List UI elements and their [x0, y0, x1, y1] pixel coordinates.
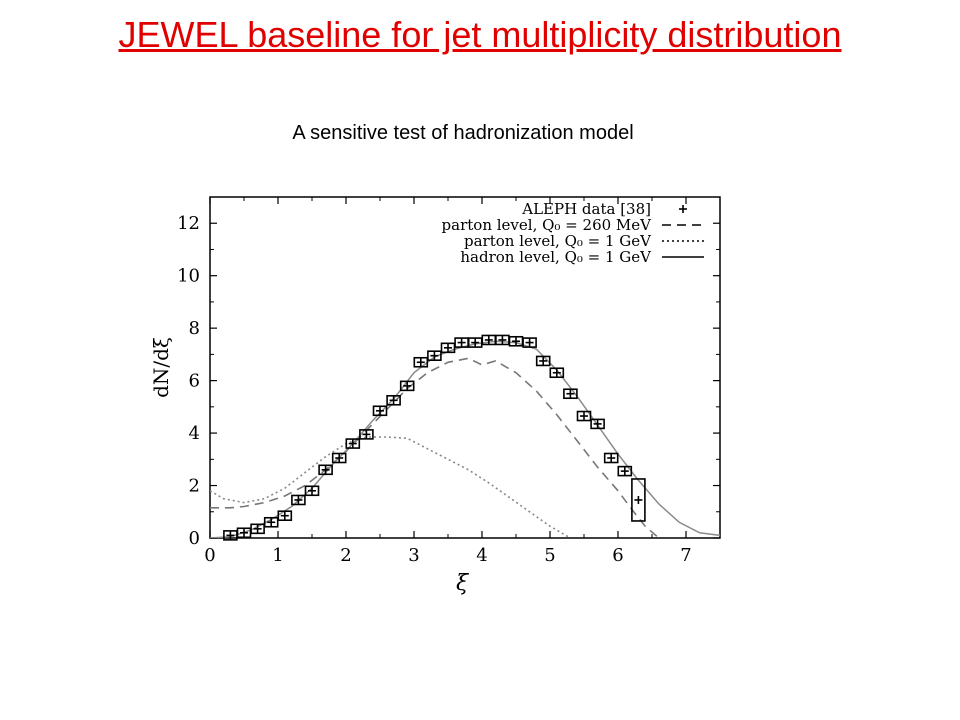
- x-axis-label: ξ: [456, 571, 470, 596]
- data-point: [427, 350, 442, 361]
- legend-label: parton level, Q₀ = 1 GeV: [464, 232, 652, 250]
- y-axis-label: dN/dξ: [149, 337, 173, 398]
- data-point-error-box: [563, 388, 578, 400]
- y-tick-label: 0: [189, 528, 200, 549]
- data-point-error-box: [331, 452, 347, 464]
- data-point-error-box: [631, 478, 646, 522]
- data-point-error-box: [413, 356, 429, 368]
- data-point: [617, 465, 633, 477]
- data-point-error-box: [318, 464, 333, 476]
- data-point-error-box: [535, 355, 551, 367]
- series-line-dotted: [210, 436, 571, 538]
- series-line-solid: [210, 340, 720, 538]
- data-point-error-box: [427, 350, 442, 361]
- data-point: [576, 410, 592, 422]
- data-point: [291, 494, 306, 506]
- slide-subtitle: A sensitive test of hadronization model: [292, 122, 634, 144]
- data-point-error-box: [372, 405, 388, 417]
- data-point-error-box: [386, 394, 401, 406]
- x-tick-label: 3: [408, 545, 419, 566]
- data-point-error-box: [399, 380, 415, 392]
- data-point-error-box: [549, 367, 565, 379]
- data-point: [372, 405, 388, 417]
- y-tick-label: 12: [177, 213, 200, 234]
- data-point-error-box: [277, 510, 293, 522]
- data-point: [263, 516, 279, 528]
- data-point-error-box: [590, 418, 605, 430]
- data-point: [522, 337, 537, 348]
- data-point: [250, 523, 265, 535]
- y-tick-label: 10: [177, 266, 200, 287]
- x-tick-label: 6: [612, 545, 623, 566]
- x-tick-label: 1: [272, 545, 283, 566]
- data-point: [345, 438, 361, 449]
- data-point: [603, 452, 619, 464]
- data-point-error-box: [291, 494, 306, 506]
- x-tick-label: 2: [340, 545, 351, 566]
- data-point-error-box: [617, 465, 633, 477]
- data-point: [535, 355, 551, 367]
- legend-label: parton level, Q₀ = 260 MeV: [442, 216, 653, 234]
- x-tick-label: 0: [204, 545, 215, 566]
- legend-label: ALEPH data [38]: [521, 200, 651, 218]
- y-tick-label: 8: [189, 318, 200, 339]
- data-point: [277, 510, 293, 522]
- data-point-error-box: [304, 485, 320, 497]
- data-point: [563, 388, 578, 400]
- data-point-error-box: [263, 516, 279, 528]
- data-point: [440, 342, 456, 354]
- data-point: [631, 478, 646, 522]
- x-tick-label: 4: [476, 545, 487, 566]
- data-point: [304, 485, 320, 497]
- x-tick-label: 5: [544, 545, 555, 566]
- data-point-error-box: [576, 410, 592, 422]
- data-point: [413, 356, 429, 368]
- data-point-error-box: [603, 452, 619, 464]
- x-tick-label: 7: [680, 545, 691, 566]
- data-point: [549, 367, 565, 379]
- data-point-error-box: [250, 523, 265, 535]
- y-tick-label: 4: [189, 423, 200, 444]
- data-point: [386, 394, 401, 406]
- data-point-error-box: [522, 337, 537, 348]
- y-tick-label: 2: [189, 476, 200, 497]
- data-point-error-box: [345, 438, 361, 449]
- data-point: [236, 527, 252, 539]
- plot-area-frame: [209, 196, 721, 539]
- data-point: [359, 429, 374, 440]
- data-point: [495, 334, 510, 346]
- slide-title: JEWEL baseline for jet multiplicity dist…: [118, 14, 842, 55]
- data-point: [331, 452, 347, 464]
- data-point: [590, 418, 605, 430]
- y-tick-label: 6: [189, 371, 200, 392]
- data-point: [399, 380, 415, 392]
- data-point-error-box: [359, 429, 374, 440]
- data-point: [318, 464, 333, 476]
- legend-label: hadron level, Q₀ = 1 GeV: [460, 248, 652, 266]
- series-line-dashed: [210, 357, 660, 538]
